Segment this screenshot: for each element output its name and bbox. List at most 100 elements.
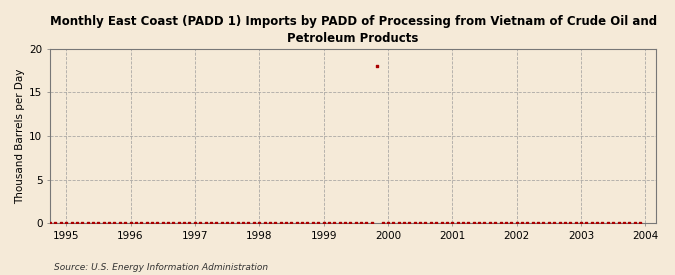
Point	[506, 221, 516, 225]
Point	[34, 221, 45, 225]
Point	[114, 221, 125, 225]
Point	[248, 221, 259, 225]
Point	[441, 221, 452, 225]
Point	[50, 221, 61, 225]
Point	[350, 221, 361, 225]
Text: Source: U.S. Energy Information Administration: Source: U.S. Energy Information Administ…	[54, 263, 268, 272]
Point	[77, 221, 88, 225]
Point	[184, 221, 195, 225]
Point	[543, 221, 554, 225]
Point	[340, 221, 350, 225]
Point	[560, 221, 570, 225]
Point	[618, 221, 629, 225]
Point	[28, 221, 39, 225]
Point	[168, 221, 179, 225]
Point	[88, 221, 99, 225]
Point	[485, 221, 495, 225]
Point	[511, 221, 522, 225]
Point	[549, 221, 560, 225]
Point	[61, 221, 72, 225]
Point	[538, 221, 549, 225]
Point	[608, 221, 618, 225]
Point	[270, 221, 281, 225]
Point	[318, 221, 329, 225]
Point	[109, 221, 120, 225]
Point	[157, 221, 168, 225]
Point	[409, 221, 420, 225]
Point	[136, 221, 146, 225]
Point	[479, 221, 490, 225]
Point	[216, 221, 227, 225]
Point	[173, 221, 184, 225]
Point	[195, 221, 206, 225]
Point	[297, 221, 308, 225]
Point	[436, 221, 447, 225]
Point	[39, 221, 50, 225]
Point	[238, 221, 248, 225]
Point	[463, 221, 474, 225]
Point	[313, 221, 323, 225]
Point	[361, 221, 372, 225]
Point	[12, 221, 23, 225]
Point	[232, 221, 243, 225]
Point	[613, 221, 624, 225]
Point	[516, 221, 527, 225]
Point	[388, 221, 399, 225]
Point	[93, 221, 104, 225]
Point	[495, 221, 506, 225]
Point	[458, 221, 468, 225]
Point	[356, 221, 367, 225]
Point	[2, 221, 13, 225]
Point	[399, 221, 410, 225]
Point	[23, 221, 34, 225]
Point	[55, 221, 66, 225]
Point	[425, 221, 436, 225]
Point	[474, 221, 485, 225]
Point	[329, 221, 340, 225]
Point	[179, 221, 190, 225]
Point	[0, 221, 7, 225]
Point	[281, 221, 292, 225]
Point	[211, 221, 221, 225]
Point	[265, 221, 275, 225]
Point	[18, 221, 28, 225]
Point	[447, 221, 458, 225]
Point	[468, 221, 479, 225]
Point	[452, 221, 463, 225]
Point	[146, 221, 157, 225]
Point	[302, 221, 313, 225]
Point	[72, 221, 82, 225]
Point	[372, 64, 383, 68]
Point	[554, 221, 565, 225]
Point	[565, 221, 576, 225]
Point	[82, 221, 93, 225]
Point	[576, 221, 587, 225]
Point	[501, 221, 512, 225]
Point	[367, 221, 377, 225]
Point	[125, 221, 136, 225]
Title: Monthly East Coast (PADD 1) Imports by PADD of Processing from Vietnam of Crude : Monthly East Coast (PADD 1) Imports by P…	[50, 15, 657, 45]
Point	[141, 221, 152, 225]
Point	[99, 221, 109, 225]
Point	[45, 221, 55, 225]
Point	[307, 221, 318, 225]
Point	[527, 221, 538, 225]
Point	[587, 221, 597, 225]
Point	[394, 221, 404, 225]
Point	[404, 221, 415, 225]
Point	[581, 221, 592, 225]
Point	[383, 221, 394, 225]
Point	[259, 221, 270, 225]
Point	[66, 221, 77, 225]
Point	[533, 221, 543, 225]
Point	[7, 221, 18, 225]
Point	[431, 221, 441, 225]
Point	[592, 221, 603, 225]
Point	[629, 221, 640, 225]
Point	[152, 221, 163, 225]
Point	[227, 221, 238, 225]
Point	[292, 221, 302, 225]
Point	[377, 221, 388, 225]
Point	[163, 221, 173, 225]
Point	[634, 221, 645, 225]
